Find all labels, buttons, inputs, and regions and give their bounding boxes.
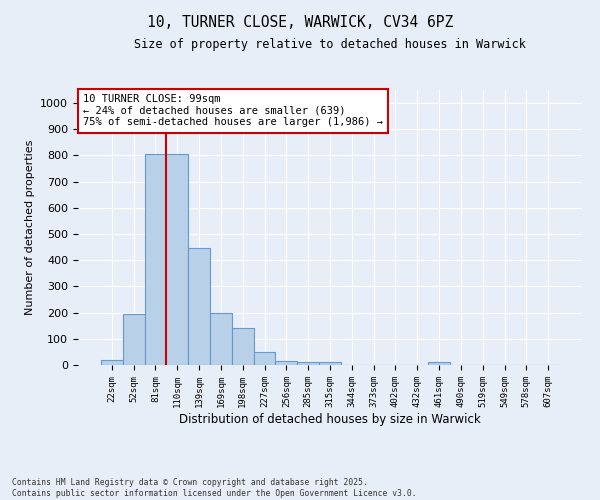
Title: Size of property relative to detached houses in Warwick: Size of property relative to detached ho…	[134, 38, 526, 52]
Bar	[275, 360, 297, 365]
Text: 10 TURNER CLOSE: 99sqm
← 24% of detached houses are smaller (639)
75% of semi-de: 10 TURNER CLOSE: 99sqm ← 24% of detached…	[83, 94, 383, 128]
Bar	[188, 248, 210, 365]
Bar	[232, 328, 254, 365]
Bar	[297, 362, 319, 365]
Bar	[123, 314, 145, 365]
Text: Contains HM Land Registry data © Crown copyright and database right 2025.
Contai: Contains HM Land Registry data © Crown c…	[12, 478, 416, 498]
Bar	[166, 154, 188, 365]
Bar	[428, 362, 450, 365]
Bar	[101, 360, 123, 365]
Text: 10, TURNER CLOSE, WARWICK, CV34 6PZ: 10, TURNER CLOSE, WARWICK, CV34 6PZ	[147, 15, 453, 30]
Y-axis label: Number of detached properties: Number of detached properties	[25, 140, 35, 315]
Bar	[210, 313, 232, 365]
Bar	[145, 154, 166, 365]
Bar	[254, 352, 275, 365]
Bar	[319, 362, 341, 365]
X-axis label: Distribution of detached houses by size in Warwick: Distribution of detached houses by size …	[179, 412, 481, 426]
